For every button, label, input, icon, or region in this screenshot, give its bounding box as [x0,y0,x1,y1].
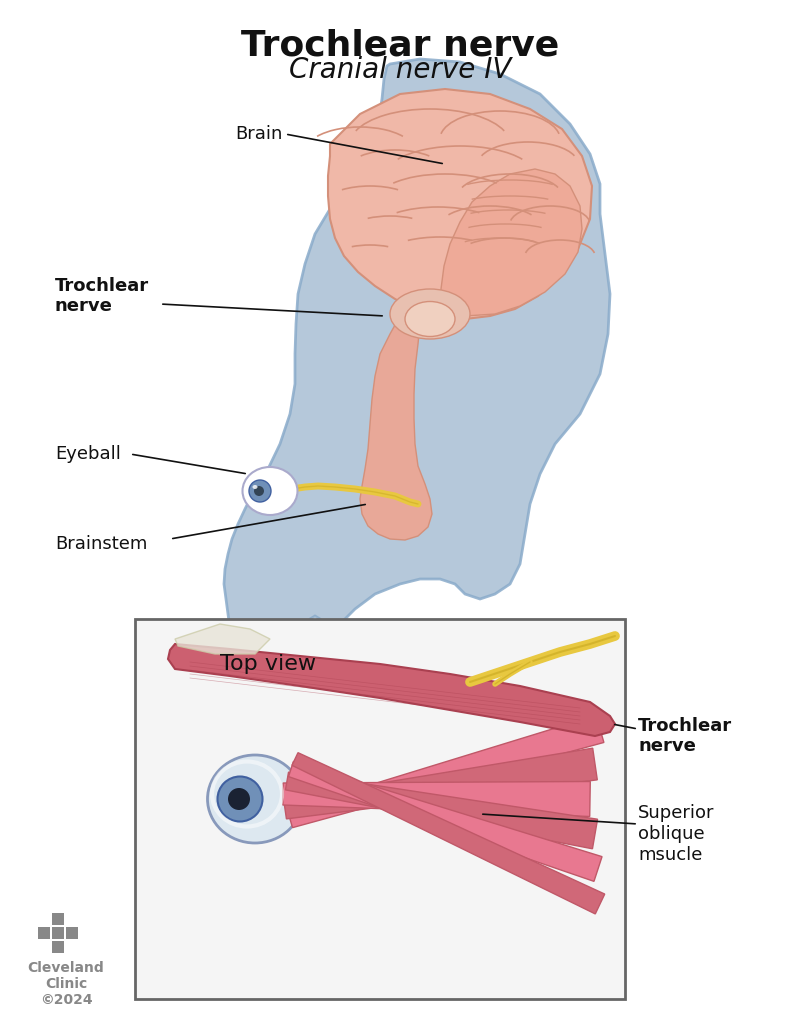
Polygon shape [292,753,605,914]
Polygon shape [224,59,610,696]
Text: Superior
oblique
msucle: Superior oblique msucle [638,804,714,863]
Ellipse shape [218,777,262,821]
Bar [52,941,64,953]
Polygon shape [289,761,602,881]
Ellipse shape [207,755,302,843]
Text: Cranial nerve IV: Cranial nerve IV [289,56,511,84]
Ellipse shape [253,485,258,489]
Bar [66,927,78,939]
Bar [38,927,50,939]
Polygon shape [175,624,270,653]
Ellipse shape [249,480,271,501]
Bar [52,927,64,939]
Bar [52,913,64,925]
Text: Trochlear
nerve: Trochlear nerve [55,277,149,315]
Text: Cleveland
Clinic
©2024: Cleveland Clinic ©2024 [28,961,104,1007]
Polygon shape [286,772,598,849]
Ellipse shape [228,788,250,810]
Ellipse shape [390,288,470,339]
Polygon shape [287,716,604,827]
Text: Brain: Brain [235,125,282,143]
Polygon shape [168,644,615,736]
Ellipse shape [405,302,455,336]
Polygon shape [328,89,592,320]
Ellipse shape [242,467,298,515]
Text: Eyeball: Eyeball [55,445,121,463]
Polygon shape [283,782,590,817]
Polygon shape [440,169,582,316]
Text: Brainstem: Brainstem [55,535,147,553]
Polygon shape [360,314,432,540]
FancyBboxPatch shape [135,619,625,999]
Text: Top view: Top view [220,653,316,674]
Ellipse shape [254,486,264,496]
Polygon shape [283,749,598,819]
Text: Trochlear nerve: Trochlear nerve [241,29,559,63]
Text: Trochlear
nerve: Trochlear nerve [638,717,732,756]
